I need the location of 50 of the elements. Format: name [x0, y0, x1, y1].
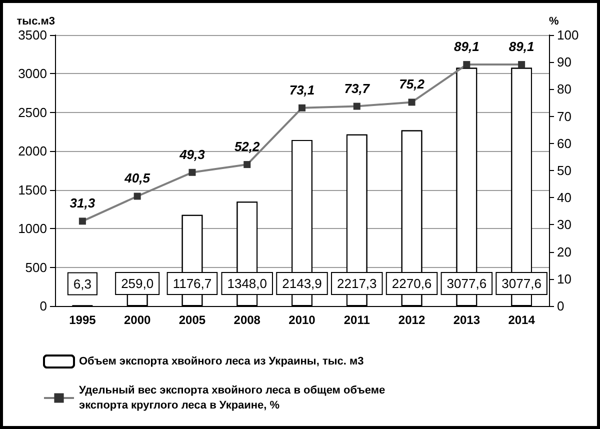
legend-label: Удельный вес экспорта хвойного леса в общем объеме экспорта круглого леса в Украине, %: [79, 384, 388, 412]
data-label: 89,1: [454, 39, 480, 54]
data-label: 1348,0: [227, 276, 267, 291]
data-label: 73,1: [289, 82, 315, 98]
y2-tick-label: 30: [557, 217, 572, 232]
data-label: 49,3: [178, 146, 206, 162]
y2-tick-label: 70: [557, 108, 572, 124]
data-label: 2270,6: [392, 276, 432, 291]
data-label: 1176,7: [172, 276, 212, 291]
data-label: 52,2: [234, 139, 261, 154]
data-label: 31,3: [70, 196, 96, 211]
y2-axis-title: %: [549, 16, 559, 28]
y2-tick-label: 10: [557, 271, 572, 286]
x-tick-label: 2005: [178, 313, 206, 327]
y-tick-label: 2000: [18, 144, 47, 159]
data-label: 89,1: [508, 39, 534, 54]
data-label: 3077,6: [446, 276, 487, 291]
x-tick-label: 2012: [398, 313, 426, 327]
y2-tick-label: 40: [557, 190, 572, 206]
y-tick-label: 3000: [18, 66, 47, 82]
data-label: 73,7: [344, 80, 370, 96]
x-tick-label: 2000: [124, 313, 152, 327]
y-tick-label: 500: [25, 260, 47, 275]
y-tick-label: 0: [40, 298, 47, 314]
y-tick-label: 2500: [18, 104, 47, 120]
y2-tick-label: 80: [557, 82, 572, 97]
data-label: 259,0: [121, 276, 154, 291]
x-tick-label: 2010: [288, 313, 316, 327]
x-tick-label: 2013: [453, 313, 480, 327]
data-label: 3077,6: [502, 276, 542, 291]
x-tick-label: 2008: [234, 313, 261, 327]
y2-tick-label: 60: [557, 136, 572, 151]
y-tick-label: 3500: [18, 28, 47, 42]
data-label: 6,3: [73, 276, 92, 292]
x-tick-label: 2014: [508, 313, 536, 327]
y2-tick-label: 20: [557, 244, 572, 260]
data-label: 2217,3: [337, 276, 377, 291]
y2-tick-label: 90: [557, 54, 572, 70]
y2-tick-label: 50: [557, 163, 572, 178]
data-label: 75,2: [399, 76, 426, 92]
data-label: 40,5: [124, 170, 151, 186]
y-tick-label: 1000: [18, 221, 47, 236]
y2-tick-label: 100: [557, 28, 579, 42]
y-tick-label: 1500: [18, 182, 47, 198]
x-tick-label: 2011: [344, 313, 370, 327]
x-tick-label: 1995: [69, 313, 96, 327]
y2-tick-label: 0: [557, 298, 564, 314]
data-label: 2143,9: [282, 276, 322, 291]
y-axis-title: тыс.м3: [16, 16, 55, 28]
legend-label: Объем экспорта хвойного леса из Украины, тыс. м3: [79, 356, 364, 368]
